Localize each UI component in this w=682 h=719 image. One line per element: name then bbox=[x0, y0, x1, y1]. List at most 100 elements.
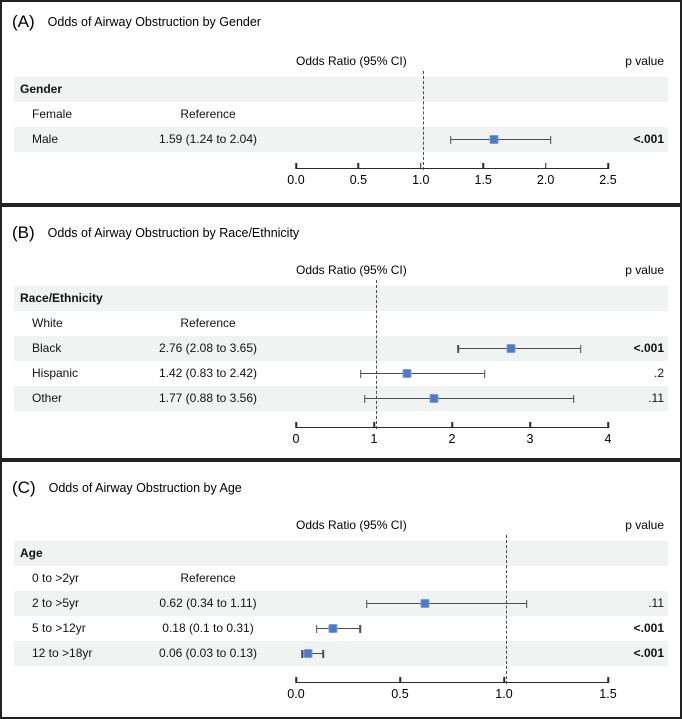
panel-title: Odds of Airway Obstruction by Race/Ethni… bbox=[47, 226, 300, 240]
row-plot bbox=[296, 616, 608, 641]
ci-cap-low bbox=[457, 344, 460, 353]
axis-tick bbox=[607, 163, 609, 169]
ci-cap-high bbox=[579, 344, 582, 353]
row-value: 1.77 (0.88 to 3.56) bbox=[158, 391, 258, 405]
ci-cap-low bbox=[363, 394, 366, 403]
axis-tick-label: 2 bbox=[448, 432, 456, 446]
ci-line bbox=[366, 602, 527, 605]
row-label: Other bbox=[32, 391, 63, 405]
row-plot bbox=[296, 591, 608, 616]
table-row: Other 1.77 (0.88 to 3.56) .11 bbox=[14, 386, 668, 411]
reference-line bbox=[376, 280, 377, 429]
axis-tick-label: 0.0 bbox=[287, 687, 305, 701]
row-value: 0.06 (0.03 to 0.13) bbox=[158, 646, 258, 660]
group-header-row: Age bbox=[14, 541, 668, 566]
axis-tick bbox=[451, 422, 453, 428]
axis-tick-label: 3 bbox=[526, 432, 534, 446]
panel-a-heading: (A) Odds of Airway Obstruction by Gender bbox=[2, 12, 680, 32]
axis-tick bbox=[373, 422, 375, 428]
pvalue-column-header: p value bbox=[625, 263, 664, 277]
row-plot bbox=[296, 386, 608, 411]
ci-line bbox=[364, 397, 574, 400]
axis-tick-label: 0.5 bbox=[391, 687, 409, 701]
ci-cap-high bbox=[572, 394, 575, 403]
ci-line bbox=[360, 372, 485, 375]
axis-tick-label: 2.0 bbox=[536, 173, 555, 187]
row-label: 0 to >2yr bbox=[32, 571, 80, 585]
ci-cap-low bbox=[365, 599, 368, 608]
table-row: 2 to >5yr 0.62 (0.34 to 1.11) .11 bbox=[14, 591, 668, 616]
row-label: 5 to >12yr bbox=[32, 621, 86, 635]
row-label: 2 to >5yr bbox=[32, 596, 80, 610]
row-pvalue: .11 bbox=[648, 596, 664, 610]
row-plot bbox=[296, 102, 608, 127]
reference-line bbox=[506, 535, 507, 684]
row-value: Reference bbox=[180, 571, 236, 585]
axis-tick bbox=[420, 163, 422, 169]
row-label: 12 to >18yr bbox=[32, 646, 93, 660]
axis-tick-label: 0 bbox=[292, 432, 300, 446]
table-rows: Race/Ethnicity White Reference Black 2.7… bbox=[2, 286, 680, 411]
row-pvalue: <.001 bbox=[633, 341, 664, 355]
ci-line bbox=[450, 138, 551, 141]
group-label: Age bbox=[20, 546, 43, 560]
row-plot bbox=[296, 127, 608, 152]
estimate-column-header: Odds Ratio (95% CI) bbox=[296, 518, 407, 532]
axis-tick-label: 1.0 bbox=[412, 173, 430, 187]
estimate-column-header: Odds Ratio (95% CI) bbox=[296, 263, 407, 277]
row-plot bbox=[296, 311, 608, 336]
panel-b: (B) Odds of Airway Obstruction by Race/E… bbox=[0, 205, 682, 460]
ci-cap-low bbox=[449, 135, 452, 144]
panel-title: Odds of Airway Obstruction by Age bbox=[48, 481, 242, 495]
odds-ratio-marker bbox=[402, 369, 412, 378]
odds-ratio-marker bbox=[429, 394, 439, 403]
row-pvalue: <.001 bbox=[633, 132, 664, 146]
panel-label: (B) bbox=[12, 223, 35, 242]
row-label: Black bbox=[32, 341, 62, 355]
row-plot bbox=[296, 336, 608, 361]
axis-tick bbox=[295, 422, 297, 428]
axis-tick bbox=[607, 422, 609, 428]
group-label: Race/Ethnicity bbox=[20, 291, 103, 305]
ci-line bbox=[458, 347, 581, 350]
row-value: Reference bbox=[180, 316, 236, 330]
axis-tick bbox=[544, 163, 547, 169]
row-pvalue: <.001 bbox=[633, 621, 664, 635]
ci-cap-high bbox=[483, 369, 486, 378]
row-pvalue bbox=[608, 566, 668, 591]
row-label: Female bbox=[32, 107, 73, 121]
panel-c-heading: (C) Odds of Airway Obstruction by Age bbox=[2, 478, 680, 498]
panel-a: (A) Odds of Airway Obstruction by Gender… bbox=[0, 0, 682, 205]
row-value: Reference bbox=[180, 107, 236, 121]
odds-ratio-marker bbox=[489, 135, 499, 144]
row-value: 1.42 (0.83 to 2.42) bbox=[158, 366, 258, 380]
column-header-spacer bbox=[14, 54, 296, 68]
axis-row: 0.0 0.5 1.0 1.5 bbox=[14, 674, 668, 701]
axis-row: 0 1 2 3 4 bbox=[14, 419, 668, 446]
row-value: 0.62 (0.34 to 1.11) bbox=[159, 596, 257, 610]
row-plot bbox=[296, 641, 608, 666]
column-header-row: Odds Ratio (95% CI) p value bbox=[14, 263, 668, 277]
column-header-spacer bbox=[14, 518, 296, 532]
axis-tick-label: 4 bbox=[604, 432, 612, 446]
row-value: 2.76 (2.08 to 3.65) bbox=[158, 341, 258, 355]
table-row: 12 to >18yr 0.06 (0.03 to 0.13) <.001 bbox=[14, 641, 668, 666]
column-header-row: Odds Ratio (95% CI) p value bbox=[14, 54, 668, 68]
column-header-row: Odds Ratio (95% CI) p value bbox=[14, 518, 668, 532]
x-axis: 0.0 0.5 1.0 1.5 bbox=[287, 677, 617, 701]
table-row: 5 to >12yr 0.18 (0.1 to 0.31) <.001 bbox=[14, 616, 668, 641]
axis-tick bbox=[529, 422, 531, 428]
panel-label: (C) bbox=[12, 478, 36, 497]
pvalue-column-header: p value bbox=[625, 518, 664, 532]
panel-c: (C) Odds of Airway Obstruction by Age Od… bbox=[0, 460, 682, 719]
axis-tick-label: 1.5 bbox=[474, 173, 492, 187]
axis-tick-label: 1.0 bbox=[495, 687, 513, 701]
axis-row: 0.0 0.5 1.0 1.5 2.0 2.5 bbox=[14, 160, 668, 187]
axis-tick-label: 1.5 bbox=[599, 687, 617, 701]
ci-cap-low bbox=[301, 649, 304, 658]
ci-cap-high bbox=[549, 135, 552, 144]
table-row: White Reference bbox=[14, 311, 668, 336]
row-value: 0.18 (0.1 to 0.31) bbox=[162, 621, 254, 635]
axis-tick-label: 1 bbox=[370, 432, 378, 446]
